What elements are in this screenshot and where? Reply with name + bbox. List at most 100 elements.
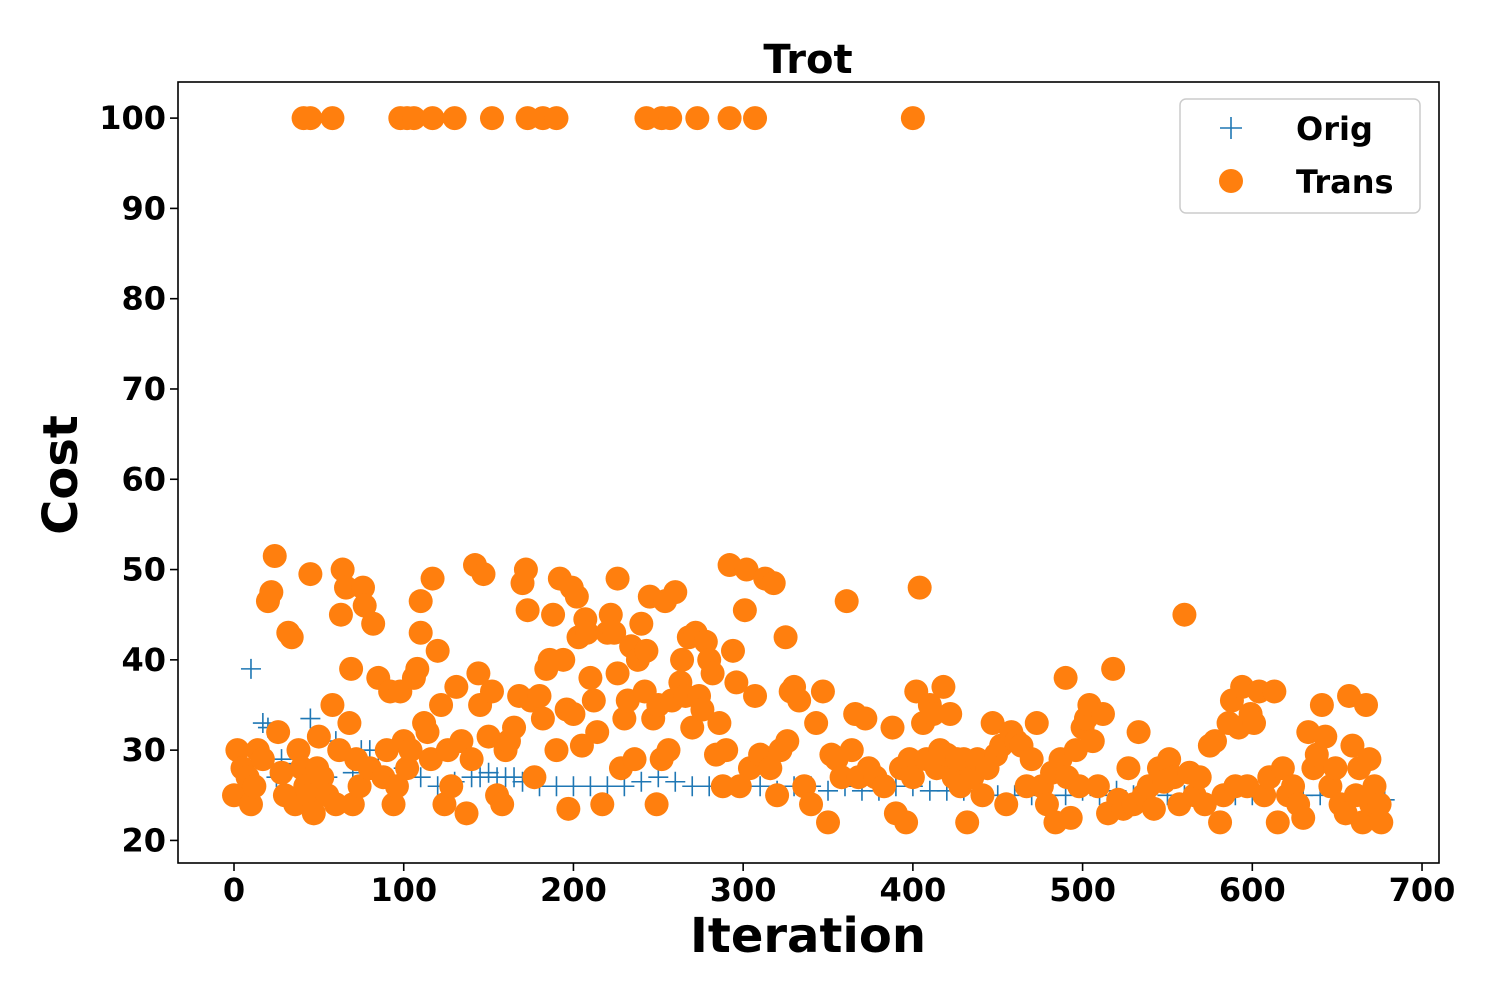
orig-point <box>682 776 703 797</box>
trans-point <box>502 715 527 740</box>
y-tick-label: 70 <box>121 370 166 408</box>
orig-point <box>240 658 261 679</box>
trans-point <box>1354 692 1379 717</box>
legend-marker-orig <box>1220 117 1242 139</box>
trans-point <box>242 774 267 799</box>
orig-point <box>252 713 273 734</box>
trans-point <box>955 810 980 835</box>
y-tick-label: 40 <box>121 641 166 679</box>
trans-point <box>1242 711 1267 736</box>
trans-point <box>444 674 469 699</box>
trans-point <box>1024 711 1049 736</box>
trans-point <box>743 106 768 131</box>
trans-point <box>585 720 610 745</box>
trans-point <box>1172 602 1197 627</box>
trans-point <box>459 747 484 772</box>
trans-point <box>420 106 445 131</box>
trans-point <box>405 656 430 681</box>
trans-point <box>834 589 859 614</box>
legend: Orig Trans <box>1179 98 1421 214</box>
trans-point <box>320 692 345 717</box>
orig-point <box>563 776 584 797</box>
trans-point <box>839 738 864 763</box>
trans-point <box>296 783 321 808</box>
x-tick-label: 400 <box>879 871 946 909</box>
trans-point <box>1304 742 1329 767</box>
trans-point <box>1090 702 1115 727</box>
trans-point <box>1034 792 1059 817</box>
trans-point <box>938 702 963 727</box>
trans-point <box>395 756 420 781</box>
trans-point <box>1291 805 1316 830</box>
trans-point <box>476 724 501 749</box>
trans-point <box>408 589 433 614</box>
trans-point <box>1080 729 1105 754</box>
orig-point <box>665 771 686 792</box>
trans-point <box>775 729 800 754</box>
trans-point <box>578 665 603 690</box>
trans-point <box>398 738 423 763</box>
orig-point <box>504 767 525 788</box>
trans-point <box>1067 774 1092 799</box>
x-tick-label: 200 <box>540 871 607 909</box>
trans-point <box>1252 783 1277 808</box>
trans-point <box>279 625 304 650</box>
trans-point <box>449 729 474 754</box>
trans-point <box>897 747 922 772</box>
trans-point <box>250 747 275 772</box>
trans-point <box>466 661 491 686</box>
trans-point <box>1058 805 1083 830</box>
trans-point <box>720 638 745 663</box>
orig-point <box>750 776 771 797</box>
trans-point <box>522 765 547 790</box>
trans-point <box>894 810 919 835</box>
trans-point <box>900 765 925 790</box>
trans-point <box>773 625 798 650</box>
x-axis-label: Iteration <box>690 908 926 964</box>
trans-point <box>544 738 569 763</box>
trans-point <box>598 602 623 627</box>
trans-point <box>454 801 479 826</box>
trans-point <box>761 571 786 596</box>
trans-point <box>1019 747 1044 772</box>
trans-point <box>259 580 284 605</box>
legend-label: Orig <box>1296 110 1373 148</box>
trans-point <box>921 702 946 727</box>
y-tick-label: 60 <box>121 460 166 498</box>
trans-point <box>710 774 735 799</box>
trans-point <box>310 765 335 790</box>
trans-point <box>658 106 683 131</box>
trans-point <box>732 598 757 623</box>
x-axis: 0 100 200 300 400 500 600 700 <box>223 863 1456 909</box>
y-tick-label: 80 <box>121 280 166 318</box>
trans-point <box>727 774 752 799</box>
trans-point <box>408 620 433 645</box>
trans-point <box>1350 810 1375 835</box>
trans-point <box>799 792 824 817</box>
x-tick-label: 100 <box>370 871 437 909</box>
x-tick-label: 300 <box>710 871 777 909</box>
trans-point <box>1318 774 1343 799</box>
trans-point <box>1116 756 1141 781</box>
trans-point <box>1208 810 1233 835</box>
trans-point <box>804 711 829 736</box>
orig-point <box>300 708 321 729</box>
y-tick-label: 90 <box>121 189 166 227</box>
trans-point <box>347 774 372 799</box>
trans-point <box>634 638 659 663</box>
trans-point <box>714 738 739 763</box>
trans-point <box>1187 765 1212 790</box>
trans-point <box>1126 720 1151 745</box>
trans-point <box>262 544 287 569</box>
trans-point <box>787 688 812 713</box>
trans-point <box>420 566 445 591</box>
x-tick-label: 500 <box>1049 871 1116 909</box>
orig-point <box>818 780 839 801</box>
y-tick-label: 30 <box>121 731 166 769</box>
x-tick-label: 0 <box>223 871 245 909</box>
x-tick-label: 700 <box>1389 871 1456 909</box>
chart-title: Trot <box>763 37 852 83</box>
orig-point <box>919 780 940 801</box>
trans-point <box>340 792 365 817</box>
trans-point <box>298 562 323 587</box>
